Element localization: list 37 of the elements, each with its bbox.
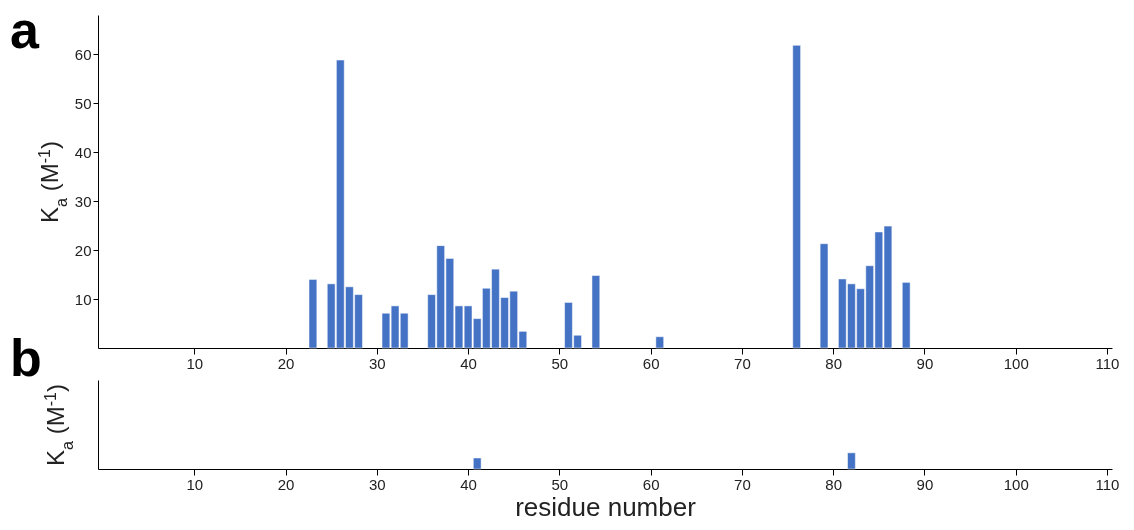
- bar: [308, 279, 318, 349]
- y-tick-label: 10: [74, 290, 92, 308]
- x-tick-label: 70: [734, 354, 751, 372]
- x-tick-label: 110: [1095, 475, 1120, 493]
- chart-title: b: [10, 329, 42, 387]
- x-tick-label: 40: [460, 354, 477, 372]
- bar: [792, 45, 801, 349]
- x-tick-label: 20: [277, 475, 295, 493]
- bar: [655, 336, 664, 349]
- bar: [591, 275, 601, 349]
- x-tick-label: 90: [916, 354, 934, 372]
- x-tick-label: 50: [551, 475, 569, 493]
- x-tick-label: 100: [1003, 475, 1029, 493]
- x-tick-label: 60: [642, 354, 660, 372]
- y-tick-label: 30: [74, 192, 92, 210]
- x-tick-label: 10: [186, 354, 204, 372]
- bar: [819, 243, 829, 349]
- x-tick-label: 10: [186, 475, 204, 493]
- x-tick-label: 30: [368, 475, 386, 493]
- chart-title: a: [10, 1, 40, 59]
- x-tick-label: 40: [460, 475, 477, 493]
- x-tick-label: 50: [551, 354, 569, 372]
- x-tick-label: 80: [825, 475, 843, 493]
- bar: [902, 282, 911, 349]
- x-tick-label: 30: [368, 354, 386, 372]
- x-tick-label: 90: [916, 475, 934, 493]
- x-axis-title: residue number: [515, 491, 697, 522]
- y-tick-label: 50: [74, 94, 92, 112]
- x-tick-label: 70: [734, 475, 751, 493]
- x-tick-label: 60: [642, 475, 660, 493]
- y-tick-label: 20: [74, 241, 92, 259]
- x-tick-label: 20: [277, 354, 295, 372]
- y-tick-label: 40: [74, 143, 92, 161]
- y-tick-label: 60: [74, 45, 92, 63]
- x-tick-label: 100: [1003, 354, 1029, 372]
- x-tick-label: 110: [1095, 354, 1120, 372]
- x-tick-label: 80: [825, 354, 843, 372]
